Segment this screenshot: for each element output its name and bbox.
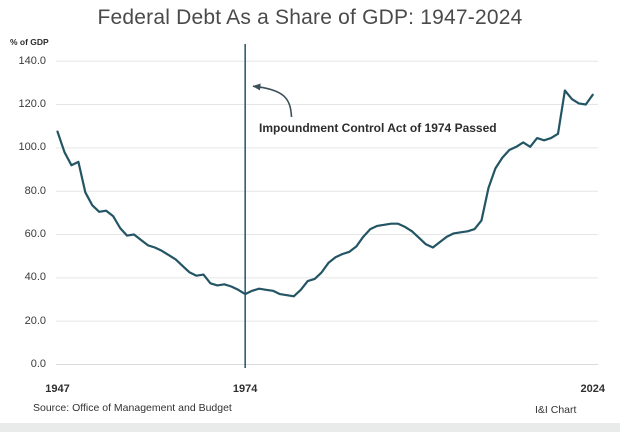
- x-tick-label: 1947: [45, 383, 70, 395]
- x-tick-label: 2024: [580, 383, 605, 395]
- annotation-arrow-icon: [252, 83, 293, 118]
- y-tick-label: 60.0: [24, 228, 46, 241]
- y-tick-label: 80.0: [24, 184, 46, 197]
- x-tick-label: 1974: [232, 383, 258, 395]
- y-tick-label: 100.0: [18, 141, 46, 154]
- page-title: Federal Debt As a Share of GDP: 1947-202…: [97, 6, 523, 29]
- footer-strip: [0, 423, 620, 432]
- annotation-label: Impoundment Control Act of 1974 Passed: [259, 121, 497, 135]
- credit-label: I&I Chart: [535, 404, 577, 416]
- y-tick-label: 120.0: [18, 98, 46, 111]
- source-label: Source: Office of Management and Budget: [33, 402, 232, 414]
- debt-share-line: [56, 89, 594, 298]
- y-tick-label: 40.0: [24, 271, 46, 284]
- y-axis-unit-label: % of GDP: [10, 37, 49, 47]
- y-tick-label: 140.0: [18, 54, 46, 67]
- y-tick-label: 0.0: [30, 358, 46, 370]
- y-tick-label: 20.0: [24, 314, 46, 327]
